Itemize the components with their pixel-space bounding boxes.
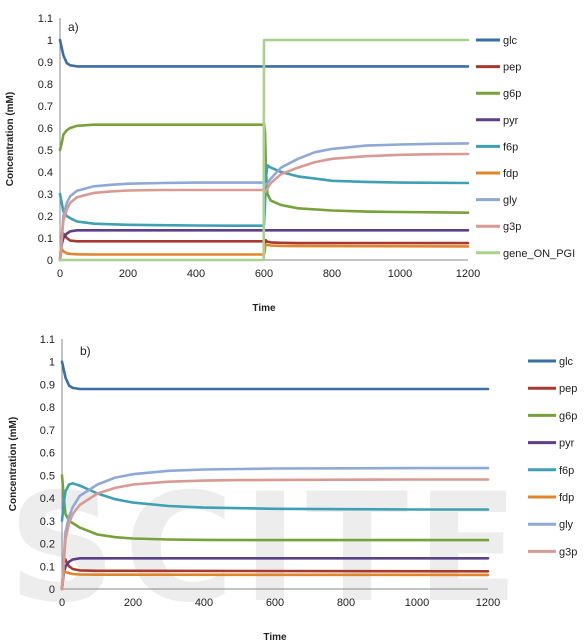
series-line-glc <box>60 360 490 391</box>
series-line-gly <box>60 466 490 591</box>
x-tick-label: 0 <box>59 597 65 609</box>
y-tick-label: 0.2 <box>38 211 53 223</box>
x-tick-label: 1000 <box>388 268 412 280</box>
legend-label: pep <box>503 62 521 74</box>
series-line-g6p <box>60 474 490 542</box>
x-tick-label: 1200 <box>456 268 480 280</box>
x-tick-label: 1200 <box>476 597 500 609</box>
x-tick-label: 200 <box>124 597 142 609</box>
series-line-g3p <box>60 478 490 591</box>
y-tick-label: 0.8 <box>38 79 53 91</box>
legend-label: pyr <box>559 438 575 450</box>
y-tick-label: 0.2 <box>40 539 55 551</box>
y-tick-label: 0.1 <box>38 233 53 245</box>
series-line-gene-on-pgi <box>58 38 470 262</box>
legend-label: gene_ON_PGI <box>503 248 575 260</box>
y-tick-label: 0.1 <box>40 561 55 573</box>
series-line-glc <box>58 38 470 68</box>
legend-label: pep <box>559 383 577 395</box>
x-axis-label-a: Time <box>252 303 276 314</box>
y-ticks-a: 0 0.1 0.2 0.3 0.4 0.5 0.6 0.7 0.8 0.9 1 1.1 <box>38 13 53 267</box>
y-ticks-b: 0 0.1 0.2 0.3 0.4 0.5 0.6 0.7 0.8 0.9 1 1.1 <box>40 334 55 596</box>
legend-label: g6p <box>559 410 577 422</box>
legend-label: f6p <box>503 141 518 153</box>
y-tick-label: 0 <box>47 255 53 267</box>
y-tick-label: 0.9 <box>38 57 53 69</box>
y-tick-label: 1.1 <box>40 334 55 346</box>
legend-b: glc pep g6p pyr f6p fdp gly g3p <box>528 356 577 558</box>
x-tick-label: 1000 <box>405 597 429 609</box>
y-tick-label: 0.3 <box>40 516 55 528</box>
y-tick-label: 0.8 <box>40 402 55 414</box>
lines-b <box>60 360 490 591</box>
y-tick-label: 0.6 <box>40 448 55 460</box>
series-line-pep <box>58 232 470 262</box>
y-tick-label: 0.7 <box>40 425 55 437</box>
x-tick-label: 800 <box>323 268 341 280</box>
y-tick-label: 1 <box>49 357 55 369</box>
x-tick-label: 0 <box>57 268 63 280</box>
x-tick-label: 800 <box>337 597 355 609</box>
legend-label: g3p <box>503 221 521 233</box>
chart-panel-a: a) 0 0.1 0.2 0.3 0.4 0.5 0.6 0.7 0.8 0.9 1 1.1 0 200… <box>5 13 575 314</box>
chart-panel-b: b) 0 0.1 0.2 0.3 0.4 0.5 0.6 0.7 0.8 0.9 1 1.1 0 200… <box>8 334 577 643</box>
y-tick-label: 0.4 <box>38 167 53 179</box>
panel-label-b: b) <box>80 344 91 358</box>
x-tick-label: 600 <box>266 597 284 609</box>
legend-label: gly <box>503 195 518 207</box>
y-axis-label-a: Concentration (mM) <box>5 92 16 186</box>
y-tick-label: 0.6 <box>38 123 53 135</box>
x-tick-label: 400 <box>195 597 213 609</box>
legend-a: glc pep g6p pyr f6p fdp gly g3p gene_ON_PGI <box>476 35 575 260</box>
series-line-f6p <box>60 481 490 523</box>
y-tick-label: 0.5 <box>40 470 55 482</box>
y-tick-label: 0.3 <box>38 189 53 201</box>
x-tick-label: 600 <box>255 268 273 280</box>
y-tick-label: 1.1 <box>38 13 53 25</box>
y-axis-label-b: Concentration (mM) <box>8 417 19 511</box>
legend-label: g3p <box>559 546 577 558</box>
x-ticks-b: 0 200 400 600 800 1000 1200 <box>59 597 500 609</box>
y-tick-label: 0.4 <box>40 493 55 505</box>
legend-label: fdp <box>559 492 574 504</box>
x-ticks-a: 0 200 400 600 800 1000 1200 <box>57 268 480 280</box>
legend-label: glc <box>503 35 518 47</box>
x-tick-label: 200 <box>119 268 137 280</box>
x-axis-label-b: Time <box>263 632 287 643</box>
panel-label-a: a) <box>68 20 79 34</box>
y-tick-label: 0.9 <box>40 379 55 391</box>
y-tick-label: 1 <box>47 35 53 47</box>
legend-label: fdp <box>503 168 518 180</box>
lines-a <box>58 38 470 262</box>
y-tick-label: 0.5 <box>38 145 53 157</box>
x-tick-label: 400 <box>187 268 205 280</box>
legend-label: g6p <box>503 88 521 100</box>
legend-label: pyr <box>503 115 519 127</box>
legend-label: f6p <box>559 465 574 477</box>
legend-label: glc <box>559 356 574 368</box>
legend-label: gly <box>559 519 574 531</box>
y-tick-label: 0.7 <box>38 101 53 113</box>
y-tick-label: 0 <box>49 584 55 596</box>
